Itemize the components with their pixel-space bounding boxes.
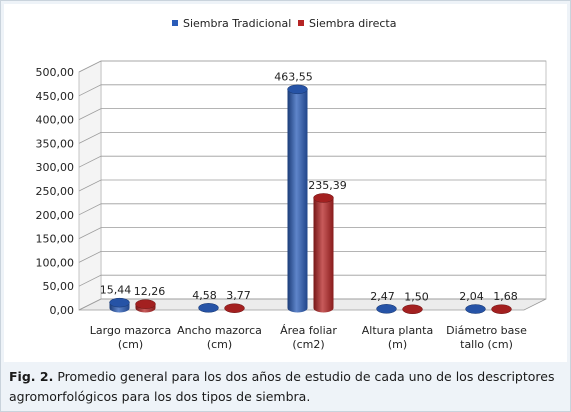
bar-top — [491, 304, 512, 314]
x-tick-label-line: (m) — [388, 338, 407, 351]
bar-top — [313, 193, 334, 203]
bar-top — [135, 299, 156, 309]
chart-panel: 0,00 50,00 100,00 150,00 200,00 250,00 300,00 3… — [4, 4, 567, 362]
data-label: 12,26 — [134, 285, 166, 298]
data-label: 3,77 — [226, 289, 251, 302]
y-tick-label: 200,00 — [36, 209, 75, 222]
gridline — [78, 298, 546, 311]
y-tick-label: 500,00 — [36, 66, 75, 79]
y-tick-label: 0,00 — [50, 304, 75, 317]
figure-caption: Fig. 2. Promedio general para los dos añ… — [9, 367, 561, 407]
x-tick-label-line: Altura planta — [362, 324, 433, 337]
bar-top — [402, 304, 423, 315]
gridline — [78, 84, 546, 97]
data-label: 2,47 — [370, 290, 395, 303]
x-tick-label: Largo mazorca (cm) — [90, 324, 171, 351]
legend-swatch — [298, 20, 304, 26]
y-tick-label: 400,00 — [36, 114, 75, 127]
data-label: 1,50 — [404, 290, 429, 303]
bar-top — [287, 84, 308, 95]
gridline — [78, 203, 546, 216]
bar — [313, 193, 334, 313]
bar — [287, 84, 308, 313]
x-tick-label-line: (cm2) — [292, 338, 324, 351]
legend-label: Siembra Tradicional — [183, 17, 291, 30]
x-tick-label-line: Área foliar — [280, 324, 337, 337]
y-tick-label: 350,00 — [36, 137, 75, 150]
x-tick-label: Diámetro base tallo (cm) — [446, 324, 527, 351]
x-tick-label-line: Largo mazorca — [90, 324, 171, 337]
y-tick-label: 300,00 — [36, 161, 75, 174]
x-tick-label: Área foliar (cm2) — [280, 324, 337, 351]
gridline — [78, 227, 546, 239]
bar-top — [224, 303, 245, 313]
gridline — [78, 108, 546, 120]
x-tick-label: Ancho mazorca (cm) — [177, 324, 262, 351]
y-tick-label: 450,00 — [36, 90, 75, 103]
data-label: 4,58 — [192, 289, 217, 302]
gridline — [78, 250, 546, 263]
x-tick-label-line: Diámetro base — [446, 324, 527, 337]
bar-top — [465, 304, 486, 314]
data-label: 463,55 — [274, 70, 313, 83]
bar-chart: 0,00 50,00 100,00 150,00 200,00 250,00 300,00 3… — [36, 17, 547, 351]
x-tick-label-line: (cm) — [207, 338, 232, 351]
y-tick-label: 50,00 — [43, 280, 75, 293]
data-label: 15,44 — [100, 284, 132, 297]
data-label: 235,39 — [308, 179, 347, 192]
gridline — [78, 60, 546, 73]
y-tick-label: 150,00 — [36, 233, 75, 246]
gridline — [78, 155, 546, 168]
bar-top — [198, 303, 219, 313]
y-tick-label: 250,00 — [36, 185, 75, 198]
x-tick-label-line: Ancho mazorca — [177, 324, 262, 337]
data-label: 2,04 — [459, 290, 484, 303]
data-label: 1,68 — [493, 290, 518, 303]
gridline — [78, 179, 546, 192]
x-tick-label-line: (cm) — [118, 338, 143, 351]
legend-label: Siembra directa — [309, 17, 396, 30]
bar-top — [376, 304, 397, 314]
legend-swatch — [172, 20, 178, 26]
x-tick-label-line: tallo (cm) — [460, 338, 513, 351]
y-tick-label: 100,00 — [36, 256, 75, 269]
caption-text: Promedio general para los dos años de es… — [9, 369, 555, 404]
bar-top — [109, 297, 130, 308]
caption-label: Fig. 2. — [9, 369, 54, 384]
gridline — [78, 131, 546, 144]
gridline — [78, 274, 546, 287]
x-tick-label: Altura planta (m) — [362, 324, 433, 351]
